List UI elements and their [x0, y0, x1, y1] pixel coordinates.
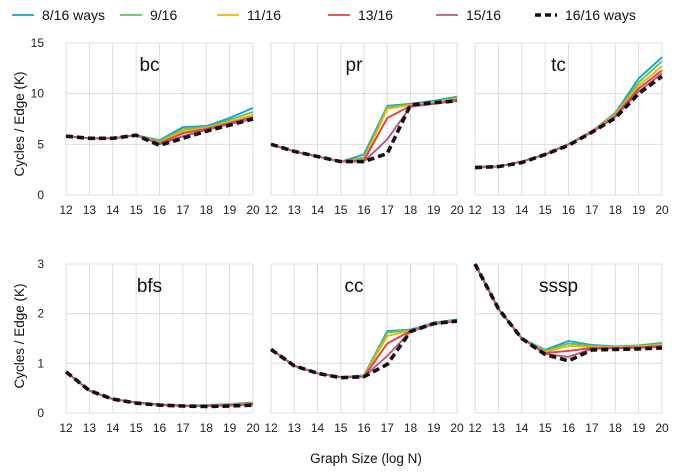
- y-tick-label: 3: [37, 257, 44, 271]
- x-tick-label: 20: [450, 203, 464, 217]
- panel-bc: 0 5 10 15 12 13 14 15 16 17 18 19 20 bc: [31, 36, 260, 217]
- panel-pr: 12 13 14 15 16 17 18 19 20 pr: [264, 42, 464, 217]
- legend-label-8-16-ways: 8/16 ways: [42, 7, 105, 23]
- x-tick-label: 17: [585, 203, 599, 217]
- x-tick-label: 18: [404, 421, 418, 435]
- legend-label-11-16: 11/16: [247, 7, 281, 23]
- x-tick-label: 12: [264, 421, 278, 435]
- panel-title-tc: tc: [551, 55, 566, 76]
- y-tick-label: 1: [37, 356, 44, 370]
- x-tick-label: 15: [334, 203, 348, 217]
- x-tick-label: 17: [176, 421, 190, 435]
- panel-sssp: 12 13 14 15 16 17 18 19 20 sssp: [468, 263, 669, 435]
- y-axis-label-bottom: Cycles / Edge (K): [12, 283, 27, 388]
- x-tick-label: 13: [83, 421, 97, 435]
- legend-label-15-16: 15/16: [466, 7, 501, 23]
- legend-label-16-16-ways: 16/16 ways: [565, 7, 636, 23]
- x-tick-label: 17: [176, 203, 190, 217]
- legend: 8/16 ways 9/16 11/16 13/16 15/16 16/16 ways: [12, 7, 636, 23]
- x-tick-label: 18: [609, 421, 623, 435]
- x-tick-label: 20: [450, 421, 464, 435]
- x-tick-label: 13: [492, 421, 506, 435]
- x-tick-label: 15: [538, 203, 552, 217]
- panel-cc: 12 13 14 15 16 17 18 19 20 cc: [264, 263, 464, 435]
- series-line-16-16-ways: [64, 370, 254, 409]
- x-tick-label: 19: [223, 421, 237, 435]
- x-tick-label: 20: [655, 421, 669, 435]
- x-tick-label: 20: [246, 203, 260, 217]
- x-tick-label: 16: [357, 421, 371, 435]
- x-tick-label: 16: [153, 421, 167, 435]
- y-tick-label: 0: [37, 406, 44, 420]
- x-tick-label: 19: [427, 203, 441, 217]
- x-tick-label: 15: [538, 421, 552, 435]
- x-tick-label: 17: [585, 421, 599, 435]
- x-tick-label: 16: [562, 203, 576, 217]
- x-tick-label: 14: [106, 421, 120, 435]
- panel-title-pr: pr: [346, 55, 364, 76]
- y-tick-label: 5: [37, 137, 44, 151]
- x-tick-label: 13: [83, 203, 97, 217]
- x-tick-label: 13: [288, 421, 302, 435]
- x-tick-label: 12: [59, 203, 73, 217]
- series-line-15-16: [474, 72, 663, 169]
- panel-tc: 12 13 14 15 16 17 18 19 20 tc: [468, 42, 669, 217]
- x-tick-label: 13: [492, 203, 506, 217]
- legend-label-9-16: 9/16: [150, 7, 177, 23]
- x-tick-label: 15: [129, 421, 143, 435]
- x-tick-label: 17: [381, 203, 395, 217]
- y-tick-label: 0: [37, 188, 44, 202]
- panel-title-sssp: sssp: [539, 276, 578, 297]
- series-line-16-16-ways: [65, 117, 254, 148]
- x-tick-label: 14: [515, 421, 529, 435]
- series-line-15-16: [474, 263, 663, 358]
- x-tick-label: 16: [153, 203, 167, 217]
- y-tick-label: 10: [31, 87, 45, 101]
- x-tick-label: 16: [357, 203, 371, 217]
- x-tick-label: 12: [468, 203, 482, 217]
- y-tick-label: 2: [37, 307, 44, 321]
- x-tick-label: 12: [59, 421, 73, 435]
- x-tick-label: 12: [264, 203, 278, 217]
- x-tick-label: 15: [129, 203, 143, 217]
- x-tick-label: 15: [334, 421, 348, 435]
- x-tick-label: 14: [515, 203, 529, 217]
- x-tick-label: 19: [223, 203, 237, 217]
- series-line-15-16: [65, 118, 254, 146]
- legend-label-13-16: 13/16: [358, 7, 393, 23]
- x-tick-label: 14: [311, 203, 325, 217]
- x-tick-label: 20: [246, 421, 260, 435]
- series-line-16-16-ways: [269, 319, 458, 380]
- x-tick-label: 19: [632, 203, 646, 217]
- x-tick-label: 20: [655, 203, 669, 217]
- x-tick-label: 18: [200, 421, 214, 435]
- x-axis-label: Graph Size (log N): [310, 451, 422, 466]
- x-tick-label: 17: [381, 421, 395, 435]
- x-tick-label: 12: [468, 421, 482, 435]
- x-tick-label: 18: [200, 203, 214, 217]
- panel-title-bc: bc: [139, 55, 159, 76]
- x-tick-label: 18: [404, 203, 418, 217]
- x-tick-label: 19: [427, 421, 441, 435]
- y-axis-label-top: Cycles / Edge (K): [12, 71, 27, 176]
- x-tick-label: 16: [562, 421, 576, 435]
- x-tick-label: 19: [632, 421, 646, 435]
- x-tick-label: 18: [609, 203, 623, 217]
- x-tick-label: 13: [288, 203, 302, 217]
- x-tick-label: 14: [106, 203, 120, 217]
- panel-title-cc: cc: [345, 276, 364, 297]
- y-tick-label: 15: [31, 36, 45, 50]
- series-line-16-16-ways: [270, 99, 458, 164]
- panel-title-bfs: bfs: [137, 276, 162, 297]
- x-tick-label: 14: [311, 421, 325, 435]
